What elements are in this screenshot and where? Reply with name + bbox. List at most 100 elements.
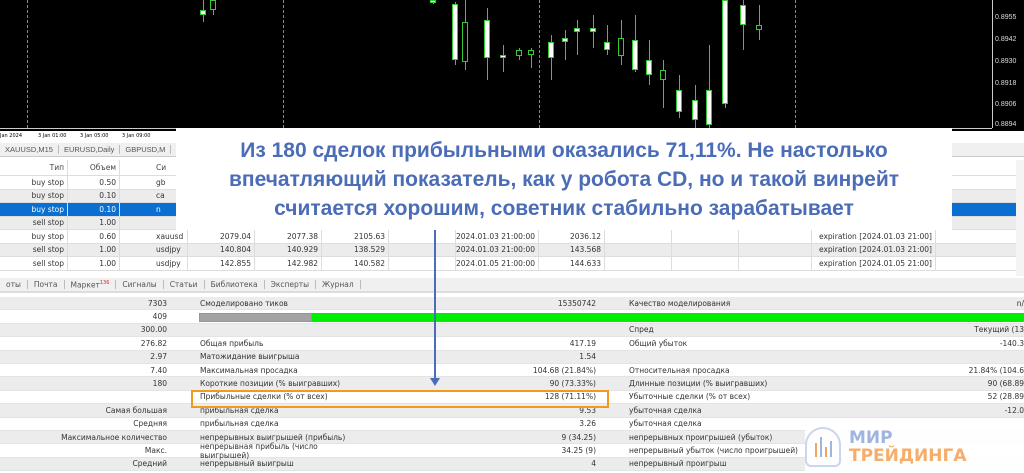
candle-body	[562, 38, 568, 42]
table-cell	[389, 243, 456, 256]
table-cell	[672, 243, 739, 256]
time-tick: Jan 2024	[0, 133, 23, 139]
candle-body	[500, 55, 506, 58]
report-row: Средний непрерывный выигрыш 4 непрерывный п…	[0, 457, 1024, 472]
report-label: непрерывный убыток (число проигрышей)	[629, 445, 798, 455]
table-cell: 0.50	[68, 176, 120, 189]
chart-tab[interactable]: GBPUSD,M	[120, 145, 172, 154]
candle-wick	[607, 25, 608, 55]
report-label: непрерывных выигрышей (прибыль)	[200, 432, 346, 442]
table-cell: 140.929	[255, 243, 322, 256]
candle-wick	[565, 30, 566, 60]
candle-body	[632, 40, 638, 70]
candle-body	[210, 0, 216, 10]
table-cell: 0.10	[68, 203, 120, 216]
report-value: 2.97	[150, 352, 167, 362]
candle-body	[706, 90, 712, 125]
report-value: 4	[591, 459, 596, 469]
time-tick: 3 Jan 01:00	[38, 133, 67, 139]
candle-body	[528, 50, 534, 55]
caption-line: впечатляющий показатель, как у робота CD…	[228, 167, 900, 191]
candle-body	[574, 28, 580, 32]
report-value: 1.54	[579, 352, 596, 362]
report-label: Короткие позиции (% выигравших)	[200, 379, 341, 389]
report-row: 300.00 Спред Текущий (13	[0, 323, 1024, 338]
tab-label: Маркет	[70, 280, 100, 290]
report-value: 52 (28.89	[987, 392, 1024, 402]
report-label: Относительная просадка	[629, 365, 730, 375]
report-value: 409	[152, 312, 167, 322]
table-cell: 2036.12	[539, 230, 605, 243]
table-cell: 2024.01.05 21:00:00	[456, 257, 539, 270]
grid-line	[27, 0, 28, 128]
scrollbar[interactable]	[1016, 160, 1024, 276]
report-label: Спред	[629, 325, 654, 335]
candle-body	[516, 50, 522, 56]
report-label: Матожидание выигрыша	[200, 352, 300, 362]
backtest-report: 7303 Смоделировано тиков 15350742 Качество …	[0, 297, 1024, 472]
tab-mail[interactable]: Почта	[28, 280, 65, 289]
report-label: Качество моделирования	[629, 298, 731, 308]
candle-body	[740, 5, 746, 25]
report-row: 180 Короткие позиции (% выигравших) 90 (73…	[0, 377, 1024, 391]
tab[interactable]: оты	[0, 280, 28, 289]
report-value: 7303	[147, 298, 167, 308]
table-cell: buy stop	[0, 203, 68, 216]
table-cell: 2105.63	[322, 230, 389, 243]
modeling-progress-bar	[199, 313, 1024, 322]
chart-tab[interactable]: XAUUSD,M15	[0, 145, 59, 154]
tab-journal[interactable]: Журнал	[316, 280, 361, 289]
report-value: 417.19	[569, 338, 596, 348]
report-row: Прибыльные сделки (% от всех) 128 (71.11%…	[0, 391, 1024, 405]
candle-body	[484, 20, 490, 58]
time-tick: 3 Jan 09:00	[122, 133, 151, 139]
chart-tab[interactable]: EURUSD,Daily	[59, 145, 121, 154]
grid-line	[283, 0, 284, 128]
candle-wick	[577, 20, 578, 55]
table-cell: 1.00	[68, 216, 120, 229]
tab-library[interactable]: Библиотека	[205, 280, 265, 289]
table-cell: expiration [2024.01.03 21:00]	[812, 230, 936, 243]
report-row: Макс. непрерывная прибыль (число выигрыше…	[0, 441, 1024, 460]
table-cell	[739, 257, 812, 270]
price-axis	[992, 0, 993, 128]
table-row[interactable]: sell stop 1.00 usdjpy 142.855 142.982 140.582…	[0, 257, 1016, 271]
table-cell: 2024.01.03 21:00:00	[456, 230, 539, 243]
tab-articles[interactable]: Статьи	[164, 280, 205, 289]
report-value: 180	[152, 379, 167, 389]
tab-signals[interactable]: Сигналы	[116, 280, 164, 289]
arrow-head-icon	[430, 378, 440, 386]
candle-wick	[503, 45, 504, 72]
table-cell	[389, 257, 456, 270]
candle-body	[722, 0, 728, 104]
report-value: -140.3	[999, 338, 1024, 348]
table-cell: buy stop	[0, 176, 68, 189]
table-row[interactable]: sell stop 1.00 usdjpy 140.804 140.929 138.529…	[0, 243, 1016, 257]
candle-wick	[663, 60, 664, 108]
candle-wick	[759, 5, 760, 40]
candle-wick	[743, 0, 744, 50]
candle-body	[692, 100, 698, 120]
table-cell: 143.568	[539, 243, 605, 256]
table-row[interactable]: buy stop 0.60 xauusd 2079.04 2077.38 2105.63 2…	[0, 230, 1016, 244]
report-label: непрерывная прибыль (число выигрышей)	[200, 441, 318, 460]
table-cell: 2077.38	[255, 230, 322, 243]
caption-line: считается хорошим, советник стабильно за…	[274, 196, 854, 220]
report-value: 15350742	[557, 298, 596, 308]
report-label: убыточная сделка	[629, 419, 702, 429]
table-cell: 1.00	[68, 257, 120, 270]
report-value: 300.00	[140, 325, 167, 335]
report-value: Самая большая	[105, 405, 167, 415]
candle-body	[452, 4, 458, 60]
report-label: Общая прибыль	[200, 338, 264, 348]
price-tick: 0.8918	[995, 80, 1017, 87]
tab-market[interactable]: Маркет136	[65, 279, 117, 290]
tab-experts[interactable]: Эксперты	[265, 280, 317, 289]
table-cell	[672, 257, 739, 270]
candle-body	[604, 42, 610, 50]
grid-line	[539, 0, 540, 128]
price-chart[interactable]: 0.8955 0.8942 0.8930 0.8918 0.8906 0.889…	[0, 0, 1024, 135]
candle-body	[660, 70, 666, 80]
price-tick: 0.8955	[995, 14, 1017, 21]
candle-body	[200, 10, 206, 15]
